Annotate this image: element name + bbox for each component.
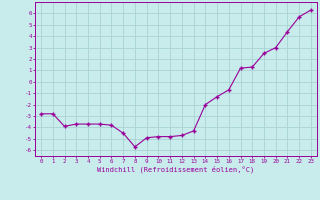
X-axis label: Windchill (Refroidissement éolien,°C): Windchill (Refroidissement éolien,°C) xyxy=(97,166,255,173)
